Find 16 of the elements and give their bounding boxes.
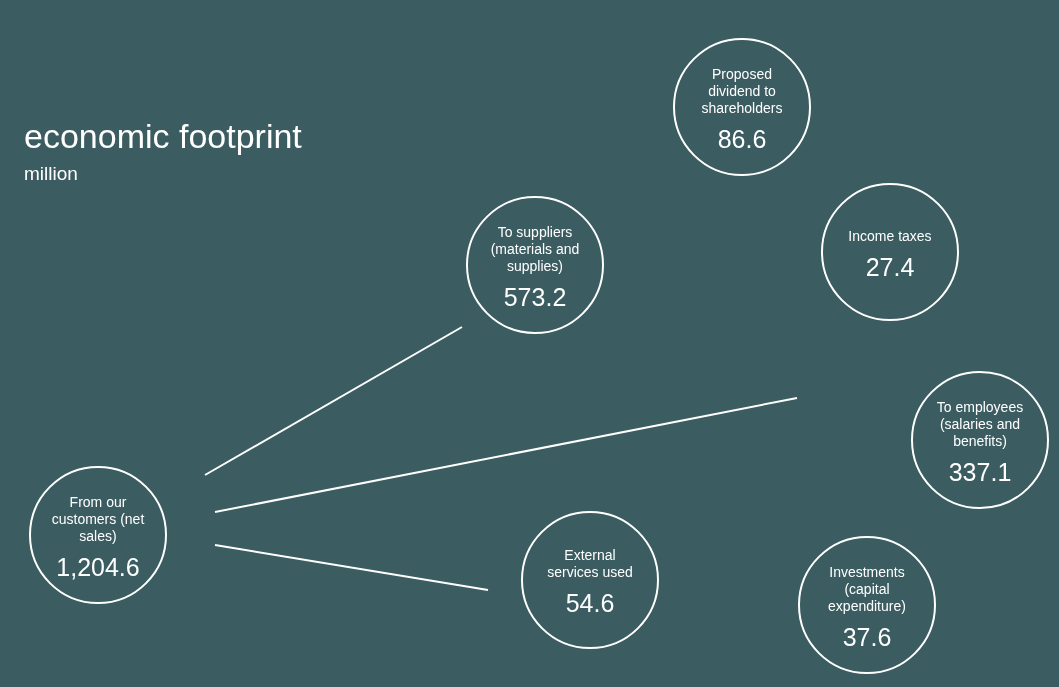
category-label: External services used — [547, 547, 633, 580]
data-label: 573.2 — [503, 282, 567, 311]
data-label: 37.6 — [842, 622, 892, 651]
data-label: 86.6 — [717, 124, 767, 153]
category-label: Proposed dividend to shareholders — [701, 65, 783, 116]
text: million — [24, 163, 78, 184]
text: economic footprint — [24, 117, 303, 155]
category-label: To suppliers (materials and supplies) — [490, 223, 580, 274]
data-label: 27.4 — [865, 252, 915, 281]
category-label: Investments (capital expenditure) — [828, 563, 906, 614]
data-label: 1,204.6 — [56, 552, 140, 581]
data-label: 54.6 — [565, 589, 615, 617]
category-label: From our customers (net sales) — [51, 493, 145, 544]
category-label: To employees (salaries and benefits) — [936, 398, 1024, 449]
data-label: 337.1 — [948, 457, 1012, 486]
category-label: Income taxes — [848, 227, 932, 244]
